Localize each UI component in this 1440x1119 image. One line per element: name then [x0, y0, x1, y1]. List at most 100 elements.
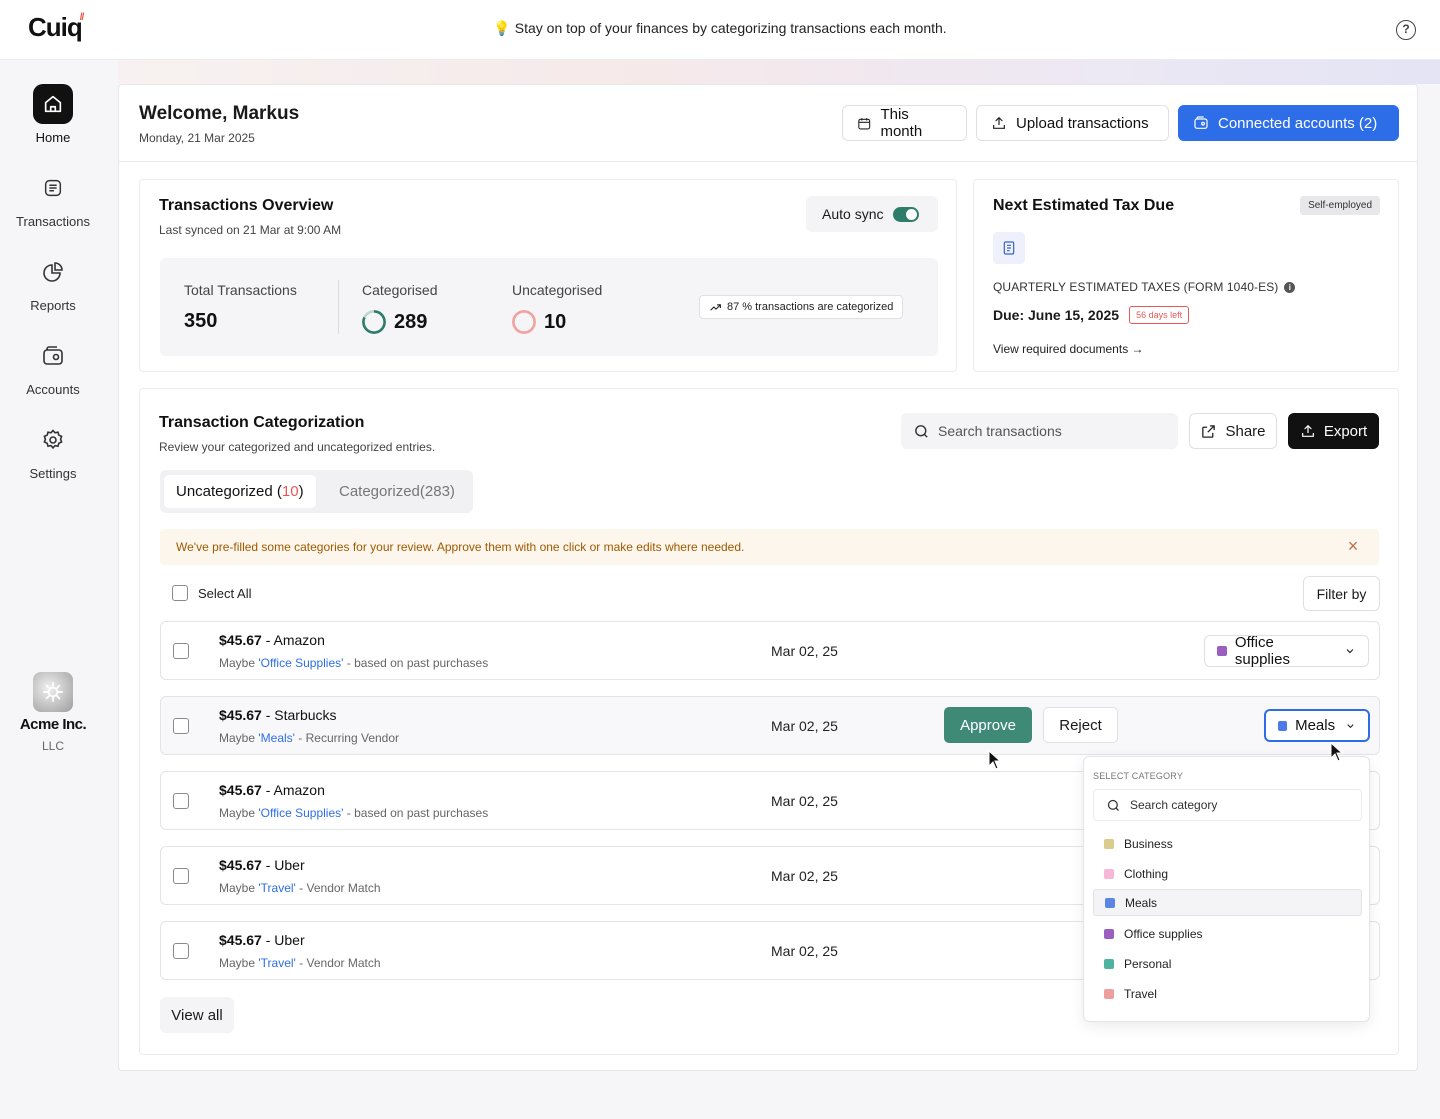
sidebar-item-settings[interactable]: Settings — [0, 420, 106, 481]
stats-panel: Total Transactions 350 Categorised 289 U… — [160, 258, 938, 356]
share-button[interactable]: Share — [1189, 413, 1277, 449]
category-option-business[interactable]: Business — [1093, 830, 1362, 857]
category-option-travel[interactable]: Travel — [1093, 980, 1362, 1007]
approve-button[interactable]: Approve — [944, 707, 1032, 743]
upload-transactions-button[interactable]: Upload transactions — [976, 105, 1169, 141]
sidebar-item-label: Reports — [30, 298, 76, 313]
this-month-label: This month — [880, 106, 923, 140]
current-date: Monday, 21 Mar 2025 — [139, 131, 255, 145]
export-label: Export — [1323, 422, 1368, 440]
category-select[interactable]: Meals — [1264, 709, 1370, 742]
search-category-input[interactable]: Search category — [1093, 789, 1362, 821]
row-amount: $45.67 — [219, 632, 262, 648]
suggestion-reason: - Vendor Match — [295, 881, 381, 895]
approve-label: Approve — [960, 716, 1016, 734]
category-swatch — [1104, 958, 1114, 969]
view-all-button[interactable]: View all — [160, 997, 234, 1033]
mouse-cursor-icon — [988, 750, 1002, 770]
uncategorised-label: Uncategorised — [512, 282, 603, 298]
connected-accounts-button[interactable]: Connected accounts (2) — [1178, 105, 1399, 141]
sidebar-item-label: Home — [35, 130, 71, 145]
chevron-down-icon — [1346, 649, 1354, 654]
row-date: Mar 02, 25 — [771, 793, 838, 809]
auto-sync-control[interactable]: Auto sync — [806, 196, 938, 232]
category-swatch — [1104, 868, 1114, 879]
row-suggestion: Maybe 'Travel' - Vendor Match — [219, 956, 381, 970]
category-option-meals[interactable]: Meals — [1093, 889, 1362, 916]
row-suggestion: Maybe 'Meals' - Recurring Vendor — [219, 731, 399, 745]
tab-categorized[interactable]: Categorized (283) — [327, 475, 467, 508]
reject-button[interactable]: Reject — [1043, 707, 1118, 743]
category-select[interactable]: Office supplies — [1204, 634, 1369, 668]
days-left-badge: 56 days left — [1129, 306, 1190, 324]
table-row[interactable]: $45.67 - Amazon Maybe 'Office Supplies' … — [160, 621, 1380, 680]
view-documents-text: View required documents — [993, 342, 1129, 356]
filter-by-button[interactable]: Filter by — [1303, 576, 1380, 611]
row-amount: $45.67 — [219, 782, 262, 798]
app-logo[interactable]: Cuiq// — [28, 12, 84, 42]
category-select-value: Office supplies — [1234, 634, 1290, 668]
organization[interactable]: Acme Inc. LLC — [0, 672, 106, 753]
view-documents-link[interactable]: View required documents → — [993, 342, 1144, 356]
header-gradient — [118, 60, 1440, 84]
suggestion-prefix: Maybe — [219, 881, 259, 895]
export-button[interactable]: Export — [1288, 413, 1379, 449]
category-option-personal[interactable]: Personal — [1093, 950, 1362, 977]
select-all-checkbox[interactable] — [172, 585, 188, 601]
category-dropdown: SELECT CATEGORY Search category Business… — [1083, 756, 1370, 1022]
suggestion-prefix: Maybe — [219, 956, 259, 970]
auto-sync-toggle[interactable] — [893, 206, 920, 222]
row-checkbox[interactable] — [173, 643, 189, 659]
row-date: Mar 02, 25 — [771, 868, 838, 884]
search-transactions-input[interactable]: Search transactions — [901, 413, 1178, 449]
tax-due-card: Next Estimated Tax Due Self-employed QUA… — [973, 179, 1399, 372]
category-option-label: Meals — [1125, 895, 1158, 910]
close-icon[interactable]: × — [1347, 536, 1359, 556]
table-row[interactable]: $45.67 - Starbucks Maybe 'Meals' - Recur… — [160, 696, 1380, 755]
categorization-title: Transaction Categorization — [159, 414, 365, 431]
suggestion-reason: - based on past purchases — [343, 656, 489, 670]
category-option-office-supplies[interactable]: Office supplies — [1093, 920, 1362, 947]
suggested-category: 'Meals' — [258, 731, 295, 745]
help-icon[interactable]: ? — [1396, 20, 1416, 40]
tab-uncategorized[interactable]: Uncategorized (10) — [164, 475, 316, 508]
row-title: $45.67 - Starbucks — [219, 707, 337, 723]
this-month-button[interactable]: This month — [842, 105, 967, 141]
row-checkbox[interactable] — [173, 793, 189, 809]
row-amount: $45.67 — [219, 857, 262, 873]
category-option-clothing[interactable]: Clothing — [1093, 860, 1362, 887]
row-date: Mar 02, 25 — [771, 943, 838, 959]
categorized-percent-pill: 87 % transactions are categorized — [699, 295, 904, 319]
arrow-right-icon: → — [1131, 342, 1144, 356]
calendar-icon — [858, 117, 871, 129]
row-checkbox[interactable] — [173, 718, 189, 734]
categorised-progress-ring — [362, 310, 386, 334]
sidebar-item-reports[interactable]: Reports — [0, 252, 106, 313]
wallet-icon — [1194, 116, 1208, 129]
select-all[interactable]: Select All — [172, 585, 251, 601]
info-icon[interactable]: i — [1284, 281, 1296, 293]
uncategorised-value: 10 — [512, 310, 566, 334]
row-checkbox[interactable] — [173, 868, 189, 884]
tab-categorized-label: Categorized — [339, 483, 420, 500]
row-title: $45.67 - Uber — [219, 932, 305, 948]
category-swatch — [1105, 897, 1115, 908]
row-checkbox[interactable] — [173, 943, 189, 959]
suggested-category: 'Office Supplies' — [258, 806, 344, 820]
suggested-category: 'Travel' — [258, 881, 296, 895]
suggested-category: 'Travel' — [258, 956, 296, 970]
upload-icon — [993, 116, 1005, 129]
transactions-icon — [33, 168, 73, 208]
category-option-label: Business — [1124, 836, 1173, 851]
sidebar-item-accounts[interactable]: Accounts — [0, 336, 106, 397]
top-bar: Cuiq// 💡 Stay on top of your finances by … — [0, 0, 1440, 60]
category-option-label: Travel — [1124, 986, 1157, 1001]
tax-due-text: Due: June 15, 2025 — [993, 307, 1120, 323]
sidebar-item-home[interactable]: Home — [0, 84, 106, 145]
category-swatch — [1104, 838, 1114, 849]
sidebar-item-transactions[interactable]: Transactions — [0, 168, 106, 229]
tab-paren-close: ) — [298, 483, 304, 500]
row-vendor: - Amazon — [261, 632, 325, 648]
prefill-banner: We've pre-filled some categories for you… — [160, 529, 1379, 565]
tab-categorized-count: (283) — [419, 483, 455, 500]
